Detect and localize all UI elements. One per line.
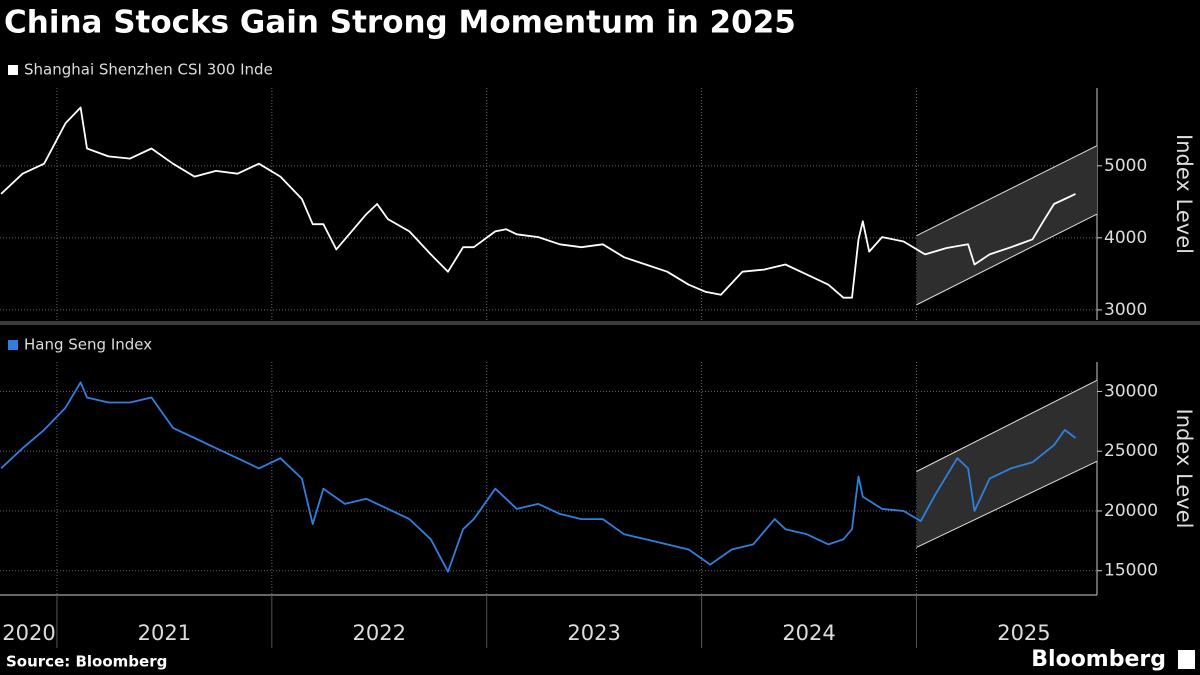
legend-label: Hang Seng Index: [24, 336, 152, 354]
y-tick-label: 15000: [1104, 561, 1158, 581]
y-tick-label: 20000: [1104, 501, 1158, 521]
channel-line: [916, 213, 1098, 306]
channel-line: [916, 460, 1098, 548]
y-axis-title: Index Level: [1172, 134, 1196, 254]
y-tick-label: 3000: [1104, 300, 1147, 320]
channel-line: [916, 379, 1098, 472]
y-axis-title: Index Level: [1172, 409, 1196, 529]
x-tick-label: 2020: [2, 621, 55, 645]
y-tick-label: 30000: [1104, 381, 1158, 401]
x-tick-label: 2021: [138, 621, 191, 645]
source: Source: Bloomberg: [6, 653, 167, 671]
legend-swatch: [8, 65, 18, 75]
legend-label: Shanghai Shenzhen CSI 300 Inde: [24, 61, 273, 79]
series-line: [0, 106, 1076, 299]
trend-channel: [916, 145, 1097, 305]
y-tick-label: 4000: [1104, 228, 1147, 248]
brand-icon: [1178, 650, 1195, 669]
legend-swatch: [8, 340, 18, 350]
x-tick-label: 2023: [567, 621, 620, 645]
y-tick-label: 25000: [1104, 441, 1158, 461]
channel-line: [916, 145, 1098, 237]
x-tick-label: 2025: [997, 621, 1050, 645]
brand: Bloomberg: [1031, 647, 1166, 672]
series-line: [0, 381, 1077, 573]
chart-title: China Stocks Gain Strong Momentum in 202…: [4, 5, 796, 41]
y-tick-label: 5000: [1104, 156, 1147, 176]
trend-channel: [916, 380, 1097, 548]
panel-separator: [0, 321, 1200, 325]
x-tick-label: 2024: [782, 621, 835, 645]
x-tick-label: 2022: [353, 621, 406, 645]
